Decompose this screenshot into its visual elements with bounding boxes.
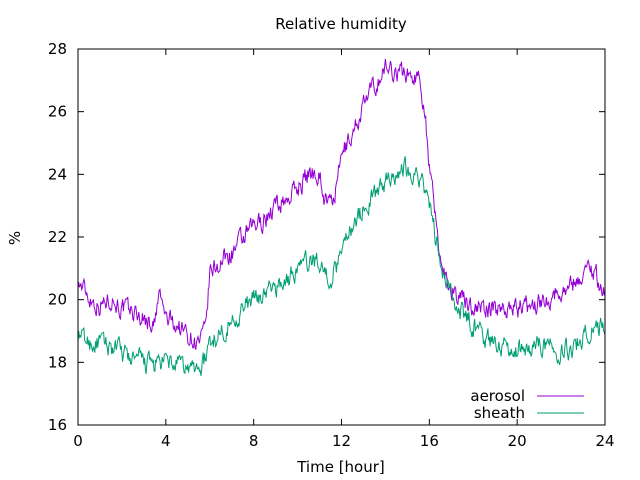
y-tick-label: 28 [48, 40, 67, 58]
y-tick-label: 26 [48, 103, 67, 121]
x-tick-label: 16 [420, 432, 439, 450]
x-axis: 0 4 8 12 16 20 24 [73, 49, 615, 450]
plot-frame [77, 48, 606, 426]
y-axis: 16 18 20 22 24 26 28 [48, 40, 605, 434]
y-tick-label: 18 [48, 353, 67, 371]
y-tick-label: 16 [48, 416, 67, 434]
legend-label-aerosol: aerosol [470, 387, 525, 405]
y-tick-label: 20 [48, 291, 67, 309]
chart-title: Relative humidity [275, 15, 407, 33]
x-tick-label: 24 [595, 432, 614, 450]
y-axis-label: % [6, 231, 24, 245]
x-tick-label: 0 [73, 432, 83, 450]
y-tick-label: 24 [48, 165, 67, 183]
x-tick-label: 20 [508, 432, 527, 450]
x-tick-label: 12 [332, 432, 351, 450]
y-tick-label: 22 [48, 228, 67, 246]
x-tick-label: 4 [161, 432, 171, 450]
series-line-sheath [77, 156, 606, 376]
plot-area [77, 58, 606, 376]
x-axis-label: Time [hour] [296, 458, 385, 476]
series-line-aerosol [77, 58, 606, 350]
x-tick-label: 8 [249, 432, 259, 450]
legend-label-sheath: sheath [474, 404, 525, 422]
